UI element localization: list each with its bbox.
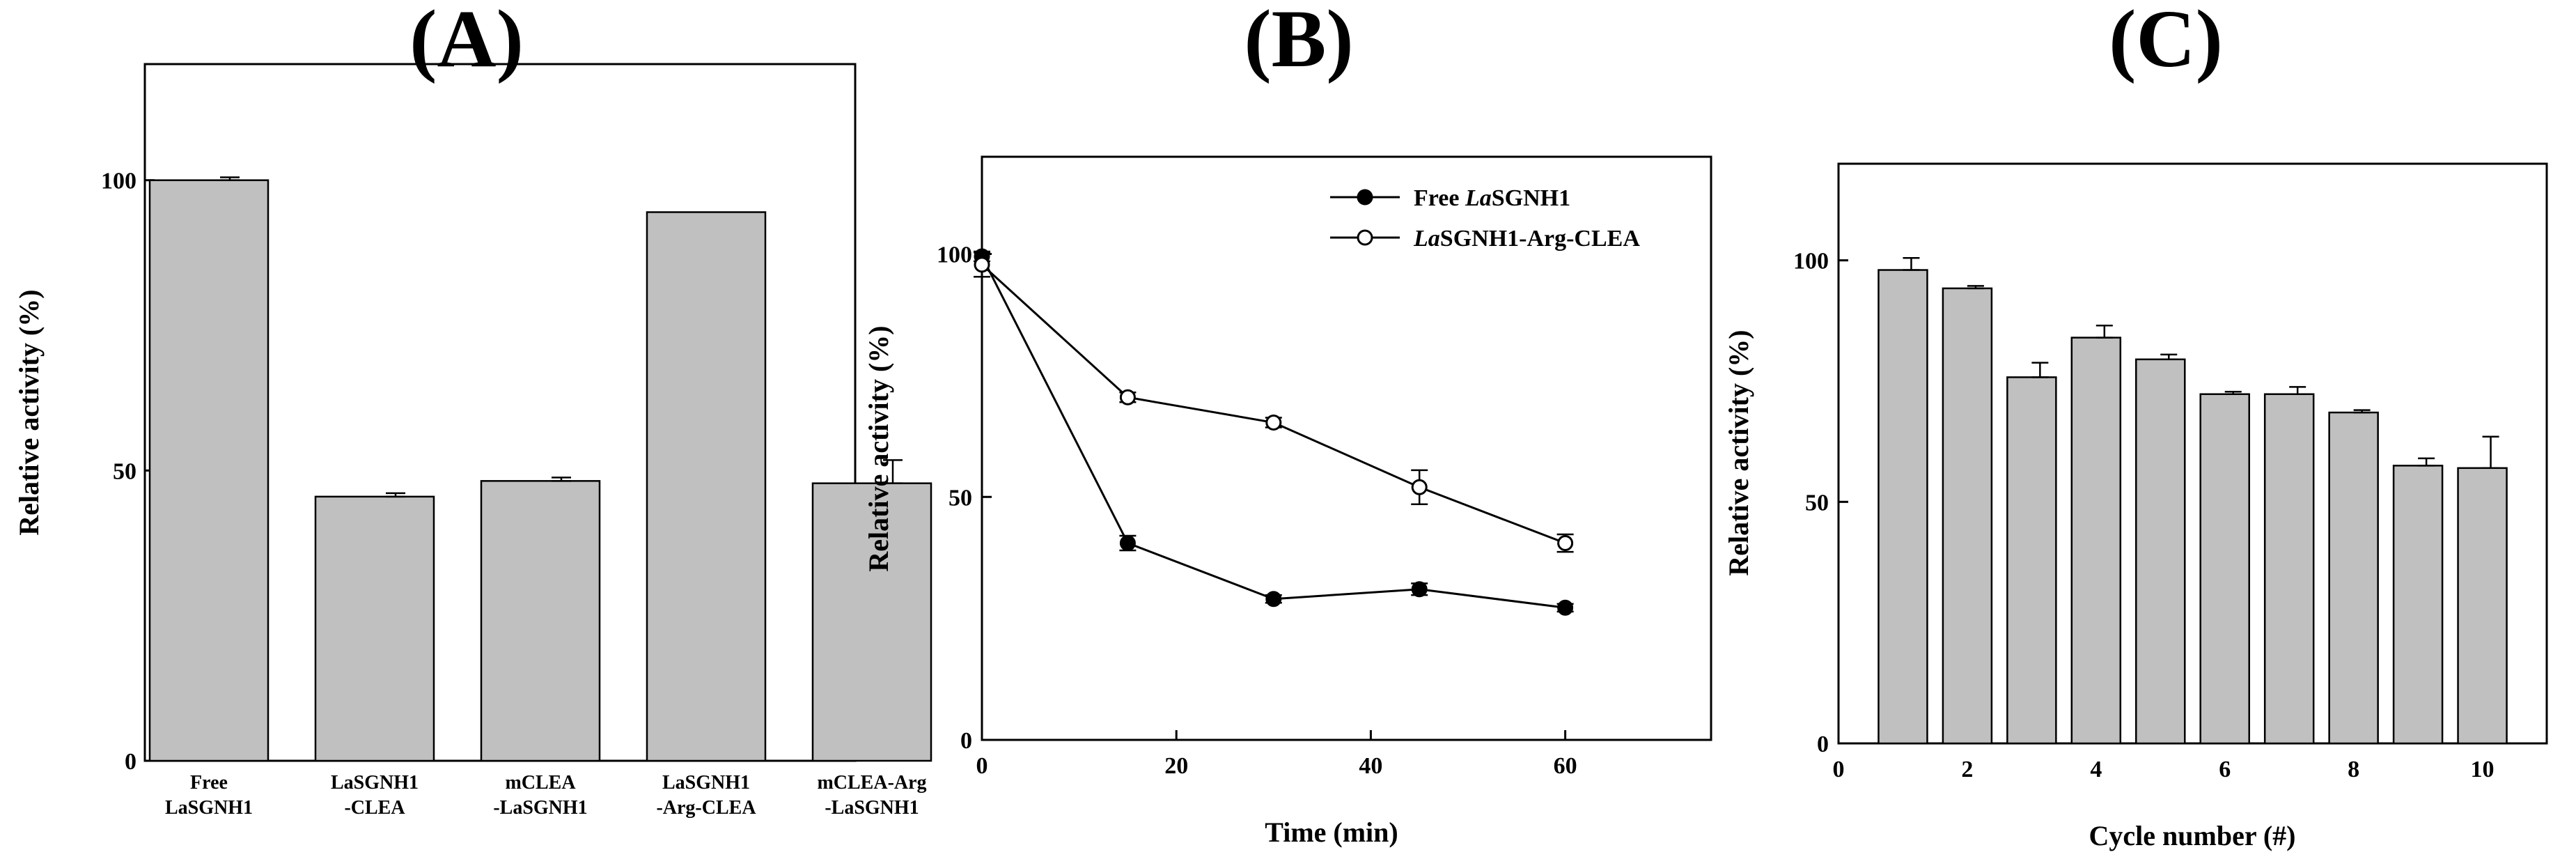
panel-c-bar bbox=[2006, 376, 2057, 745]
panel-b-chart: (B) Relative activity (%) Time (min) 0 50… bbox=[863, 0, 1712, 848]
panel-b-legend-label-part: SGNH1-Arg-CLEA bbox=[1440, 226, 1641, 252]
panel-c-x-tick-label: 4 bbox=[2090, 757, 2102, 782]
panel-b-label: (B) bbox=[1244, 0, 1353, 84]
panel-c-error-bar bbox=[2418, 457, 2435, 467]
panel-b-y-axis-title: Relative activity (%) bbox=[863, 325, 894, 571]
panel-b-plot-frame bbox=[981, 155, 1712, 741]
panel-c-x-tick-label: 10 bbox=[2471, 757, 2495, 782]
panel-c-bar bbox=[2070, 337, 2122, 745]
panel-a-category-label: -LaSGNH1 bbox=[825, 797, 919, 819]
panel-c-error-bar bbox=[2095, 325, 2113, 339]
panel-a-category-label: Free bbox=[190, 772, 228, 794]
panel-b-x-tick-label: 20 bbox=[1164, 753, 1188, 779]
panel-b-legend-label: Free LaSGNH1 bbox=[1414, 185, 1570, 211]
panel-c-bar bbox=[1942, 287, 1993, 745]
panel-b-legend-label-part: La bbox=[1413, 226, 1440, 252]
panel-c-bar bbox=[2392, 465, 2444, 745]
panel-c-bar bbox=[2135, 358, 2186, 745]
panel-a-category-label: LaSGNH1 bbox=[662, 772, 750, 794]
panel-b-y-tick-label: 100 bbox=[937, 242, 972, 268]
panel-a-label: (A) bbox=[409, 0, 524, 84]
panel-c-bar bbox=[2328, 411, 2379, 745]
panel-c-bar bbox=[1878, 269, 1928, 745]
panel-c-error-bar bbox=[1967, 285, 1984, 290]
panel-b-data-point bbox=[1265, 591, 1282, 608]
panel-a-y-tick-label: 50 bbox=[113, 458, 136, 484]
panel-c-error-bar bbox=[2031, 362, 2049, 378]
panel-a-category-label: mCLEA-Arg bbox=[817, 772, 926, 794]
panel-a-category-label: -CLEA bbox=[344, 797, 405, 819]
panel-c-chart: (C) Relative activity (%) Cycle number (… bbox=[1723, 0, 2548, 851]
panel-a-error-bar bbox=[386, 492, 405, 498]
panel-c-x-axis-title: Cycle number (#) bbox=[2089, 820, 2296, 851]
panel-a-error-bar bbox=[552, 477, 571, 482]
panel-b-legend-label-part: La bbox=[1465, 185, 1492, 211]
panel-b-x-tick-label: 60 bbox=[1554, 753, 1577, 779]
panel-a-category-label: mCLEA bbox=[505, 772, 576, 794]
panel-b-legend-label-part: Free bbox=[1414, 185, 1465, 211]
panel-b-legend-label: LaSGNH1-Arg-CLEA bbox=[1413, 226, 1640, 252]
panel-c-error-bar bbox=[2160, 353, 2178, 361]
panel-b-data-point bbox=[1119, 535, 1136, 552]
panel-a-y-tick-label: 100 bbox=[101, 169, 136, 194]
panel-c-error-bar bbox=[1903, 256, 1920, 271]
panel-b-data-point bbox=[1265, 415, 1282, 431]
panel-a-bar bbox=[314, 495, 435, 762]
panel-c-x-tick-label: 2 bbox=[1961, 757, 1973, 782]
panel-c-error-bar bbox=[2482, 435, 2499, 470]
panel-c-bar bbox=[2457, 467, 2508, 745]
panel-b-data-point bbox=[974, 256, 990, 273]
panel-a-y-tick-label: 0 bbox=[125, 749, 136, 775]
panel-b-x-tick-label: 0 bbox=[976, 753, 988, 779]
panel-b-data-point bbox=[1411, 581, 1428, 598]
panel-a-bar bbox=[811, 482, 932, 762]
panel-b-legend-label-part: SGNH1 bbox=[1492, 185, 1570, 211]
panel-c-y-axis-title: Relative activity (%) bbox=[1723, 330, 1754, 575]
panel-b-x-tick-label: 40 bbox=[1359, 753, 1382, 779]
panel-c-x-tick-label: 0 bbox=[1833, 757, 1845, 782]
panel-c-y-tick-label: 100 bbox=[1793, 249, 1829, 275]
panel-a-category-label: LaSGNH1 bbox=[331, 772, 419, 794]
panel-b-legend-marker bbox=[1357, 189, 1373, 206]
panel-b-legend-marker bbox=[1357, 229, 1373, 246]
panel-b-data-point bbox=[1411, 479, 1428, 495]
panel-a-error-bar bbox=[220, 176, 240, 181]
panel-c-error-bar bbox=[2353, 409, 2371, 414]
panel-a-category-label: -Arg-CLEA bbox=[656, 797, 756, 819]
panel-a-error-bar bbox=[883, 459, 903, 484]
panel-b-data-point bbox=[1557, 599, 1574, 616]
panel-b-series-line bbox=[981, 256, 1566, 609]
panel-a-chart: (A) Relative activity (%) 0 50 100 Free LaS… bbox=[13, 0, 932, 819]
panel-c-bar bbox=[2199, 393, 2250, 745]
panel-c-error-bar bbox=[2289, 386, 2306, 395]
panel-a-bar bbox=[148, 179, 270, 762]
panel-c-label: (C) bbox=[2109, 0, 2223, 84]
panel-c-y-tick-label: 50 bbox=[1805, 490, 1829, 516]
panel-c-error-bar bbox=[2224, 391, 2242, 395]
panel-b-x-axis-title: Time (min) bbox=[1265, 817, 1398, 848]
panel-a-bar bbox=[646, 211, 767, 762]
panel-c-y-tick-label: 0 bbox=[1817, 732, 1829, 757]
panel-a-bar bbox=[480, 480, 601, 762]
panel-a-category-label: LaSGNH1 bbox=[165, 797, 253, 819]
panel-a-category-label: -LaSGNH1 bbox=[493, 797, 587, 819]
panel-b-series-line bbox=[981, 263, 1566, 544]
panel-c-x-tick-label: 6 bbox=[2219, 757, 2231, 782]
panel-c-x-tick-label: 8 bbox=[2348, 757, 2359, 782]
panel-c-plot-frame bbox=[1837, 162, 2548, 745]
panel-a-y-axis-title: Relative activity (%) bbox=[13, 289, 45, 535]
panel-b-data-point bbox=[1119, 389, 1136, 405]
panel-c-bar bbox=[2263, 393, 2315, 745]
panel-b-y-tick-label: 50 bbox=[949, 485, 972, 511]
panel-b-y-tick-label: 0 bbox=[960, 728, 972, 754]
panel-b-data-point bbox=[1557, 535, 1574, 552]
